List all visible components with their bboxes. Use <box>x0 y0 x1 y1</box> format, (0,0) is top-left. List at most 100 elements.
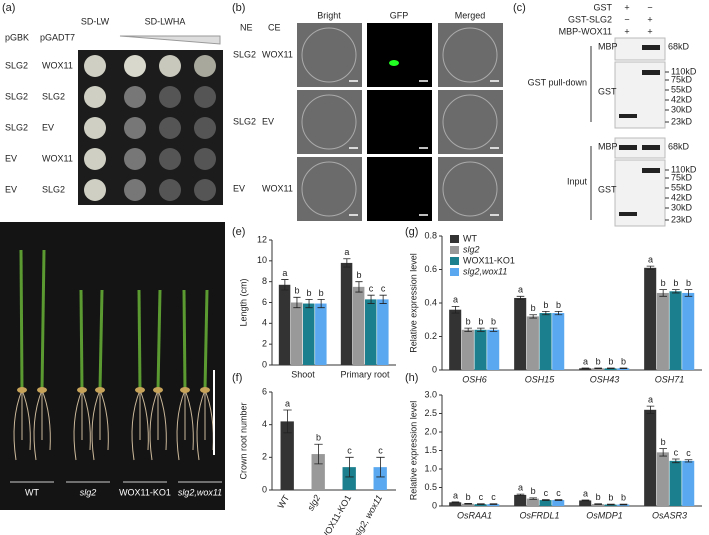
y-tick-label: 2.5 <box>424 408 437 418</box>
error-bar <box>594 367 602 370</box>
legend-label: WOX11-KO1 <box>463 255 515 265</box>
root <box>73 389 91 461</box>
colony <box>84 117 106 139</box>
bar <box>604 368 617 370</box>
colony <box>194 179 216 201</box>
band <box>619 212 637 216</box>
significance-letter: c <box>381 284 386 294</box>
cell-outline <box>442 27 498 83</box>
significance-letter: b <box>596 492 601 502</box>
significance-letter: c <box>544 488 549 498</box>
panel-label: (e) <box>232 226 245 238</box>
bar <box>315 303 327 365</box>
error-bar <box>607 503 615 506</box>
marker-label: 23kD <box>671 116 693 126</box>
bar <box>644 409 657 506</box>
genotype-label: slg2,wox11 <box>178 487 222 497</box>
marker-label: 68kD <box>668 41 690 51</box>
lane-sign: + <box>647 14 652 24</box>
y-tick-label: 0 <box>432 364 437 374</box>
bar <box>682 292 695 370</box>
root <box>176 389 194 461</box>
error-bar <box>659 289 667 297</box>
genotype-label: WOX11-KO1 <box>119 487 171 497</box>
x-tick-label: slg2, wox11 <box>352 493 384 535</box>
micrograph <box>438 90 503 154</box>
significance-letter: b <box>543 300 548 310</box>
medium-label: SD-LWHA <box>145 16 186 26</box>
significance-letter: a <box>282 268 287 278</box>
bar <box>449 502 462 506</box>
micrograph <box>297 23 362 87</box>
y-tick-label: 10 <box>257 255 267 265</box>
bar <box>552 500 565 506</box>
cell-outline <box>301 27 357 83</box>
significance-letter: b <box>531 486 536 496</box>
error-bar <box>542 310 550 316</box>
significance-letter: b <box>466 492 471 502</box>
ne-label: SLG2 <box>233 116 256 126</box>
bar <box>303 303 315 365</box>
bar <box>682 460 695 506</box>
error-bar <box>293 296 301 309</box>
significance-letter: b <box>319 288 324 298</box>
colony <box>84 179 106 201</box>
micrograph <box>438 23 503 87</box>
error-bar <box>355 281 363 293</box>
colony <box>124 117 146 139</box>
band <box>642 70 660 75</box>
bar <box>340 262 353 365</box>
significance-letter: b <box>673 278 678 288</box>
root <box>91 389 109 461</box>
error-bar <box>581 499 590 502</box>
shoot <box>19 249 24 391</box>
bar <box>365 299 377 365</box>
panel-label: (b) <box>232 2 245 14</box>
error-bar <box>619 367 628 370</box>
legend-label: WT <box>463 233 477 243</box>
band <box>642 168 660 173</box>
reagent-label: GST-SLG2 <box>568 14 612 24</box>
significance-letter: b <box>596 356 601 366</box>
y-tick-label: 0 <box>262 359 267 369</box>
significance-letter: b <box>621 356 626 366</box>
prey-label: SLG2 <box>42 184 65 194</box>
error-bar <box>542 499 550 501</box>
y-tick-label: 0.6 <box>424 264 437 274</box>
colony <box>124 86 146 108</box>
y-axis-title: Relative expression level <box>408 253 418 353</box>
significance-letter: b <box>621 493 626 503</box>
marker-label: 110kD <box>671 66 697 76</box>
significance-letter: c <box>479 492 484 502</box>
seed <box>153 387 163 393</box>
legend-swatch <box>450 268 459 276</box>
x-tick-label: OsASR3 <box>652 510 687 520</box>
cell-outline <box>442 94 498 150</box>
significance-letter: b <box>686 278 691 288</box>
error-bar <box>367 294 375 304</box>
ne-label: SLG2 <box>233 49 256 59</box>
band-label: GST <box>598 86 617 96</box>
significance-letter: a <box>583 356 588 366</box>
root <box>131 389 149 461</box>
error-bar <box>464 503 472 505</box>
bar <box>474 504 487 506</box>
bar <box>514 297 527 370</box>
y-tick-label: 0 <box>262 484 267 494</box>
x-tick-label: Primary root <box>340 369 390 379</box>
legend-swatch <box>450 257 459 265</box>
lane-sign: − <box>647 2 652 12</box>
colony <box>159 86 181 108</box>
bar <box>461 329 474 370</box>
significance-letter: a <box>518 285 523 295</box>
section-label: GST pull-down <box>528 77 587 87</box>
bar <box>377 299 389 365</box>
shoot <box>203 289 209 391</box>
error-bar <box>554 499 563 501</box>
root <box>13 389 31 461</box>
micrograph <box>367 23 432 87</box>
y-tick-label: 0.2 <box>424 331 437 341</box>
ce-label: WOX11 <box>262 49 293 59</box>
y-tick-label: 8 <box>262 276 267 286</box>
y-tick-label: 1.0 <box>424 463 437 473</box>
